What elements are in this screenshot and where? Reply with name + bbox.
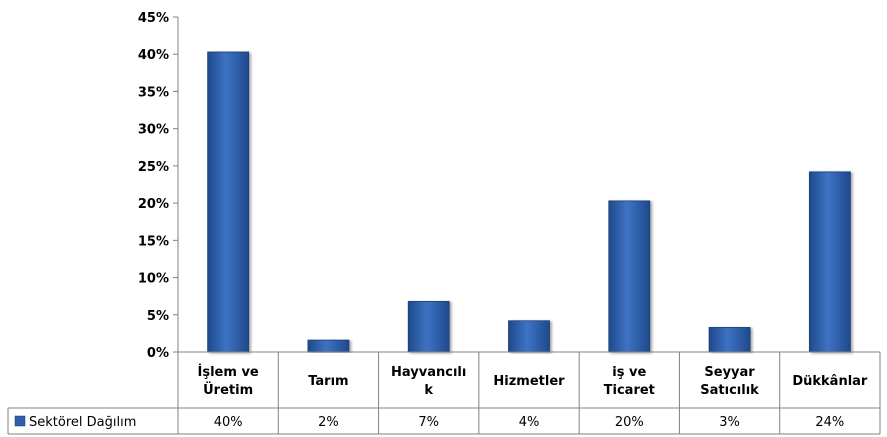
- bar: [508, 320, 550, 353]
- data-table: İşlem ve Üretim Tarım Hayvancılı k Hizmetler i…: [7, 351, 881, 435]
- y-tick-label: 40%: [138, 48, 169, 63]
- y-tick-label: 10%: [138, 272, 169, 287]
- legend-swatch: [14, 415, 26, 427]
- data-label: 24%: [815, 415, 844, 430]
- bars: [207, 51, 851, 353]
- y-tick-label: 35%: [138, 85, 169, 100]
- y-tick-label: 30%: [138, 123, 169, 138]
- bar: [207, 51, 250, 353]
- data-label: 4%: [519, 415, 540, 430]
- category-label: İşlem ve: [198, 364, 259, 380]
- y-tick-label: 5%: [147, 309, 169, 324]
- category-label: Dükkânlar: [792, 374, 868, 389]
- data-label: 7%: [418, 415, 439, 430]
- y-tick-label: 25%: [138, 160, 169, 175]
- category-label: Hayvancılı: [391, 365, 466, 380]
- bar: [407, 300, 450, 353]
- category-label: Seyyar: [704, 365, 755, 380]
- category-label: Tarım: [308, 374, 348, 389]
- data-label: 3%: [719, 415, 740, 430]
- data-label: 40%: [214, 415, 243, 430]
- category-label: k: [424, 383, 433, 398]
- bar: [307, 339, 350, 353]
- legend-label: Sektörel Dağılım: [29, 415, 136, 430]
- bar: [808, 171, 851, 353]
- category-label: Hizmetler: [493, 374, 565, 389]
- category-label: Üretim: [203, 382, 253, 398]
- category-label: Ticaret: [604, 383, 655, 398]
- y-axis: 0% 5% 10% 15% 20% 25% 30% 35% 40% 45%: [138, 11, 179, 361]
- y-tick-label: 20%: [138, 197, 169, 212]
- data-label: 2%: [318, 415, 339, 430]
- bar: [608, 200, 651, 353]
- data-label: 20%: [615, 415, 644, 430]
- y-tick-label: 45%: [138, 11, 169, 26]
- category-label: Satıcılık: [700, 383, 759, 398]
- y-tick-label: 15%: [138, 234, 169, 249]
- bar: [708, 327, 751, 353]
- category-label: iş ve: [612, 365, 646, 380]
- y-tick-label: 0%: [147, 346, 169, 361]
